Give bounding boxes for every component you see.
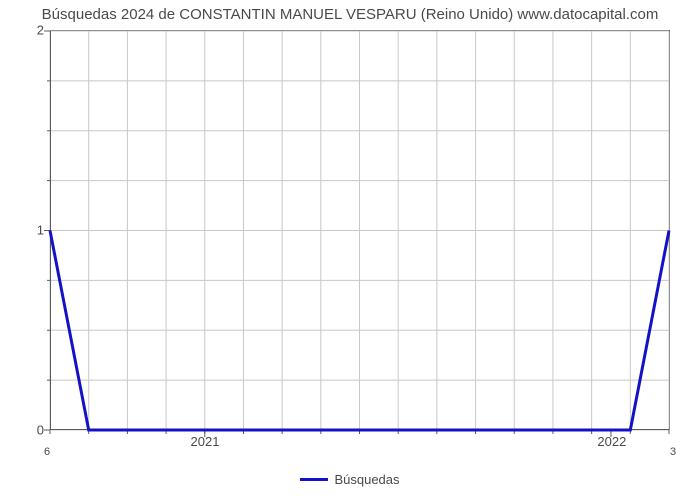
chart-container: Búsquedas 2024 de CONSTANTIN MANUEL VESP… [0, 0, 700, 500]
legend-swatch [300, 478, 328, 481]
legend-item: Búsquedas [300, 472, 399, 487]
y-tick-label: 0 [37, 423, 44, 438]
legend-label: Búsquedas [334, 472, 399, 487]
x-tick-label: 2022 [597, 434, 626, 449]
plot-svg [50, 31, 669, 430]
corner-label-bottom-left: 6 [44, 446, 50, 458]
corner-label-bottom-right: 3 [670, 446, 676, 458]
chart-title: Búsquedas 2024 de CONSTANTIN MANUEL VESP… [0, 6, 700, 23]
y-tick-label: 1 [37, 223, 44, 238]
plot-area [50, 30, 670, 430]
y-tick-label: 2 [37, 23, 44, 38]
x-tick-label: 2021 [191, 434, 220, 449]
legend: Búsquedas [0, 468, 700, 487]
